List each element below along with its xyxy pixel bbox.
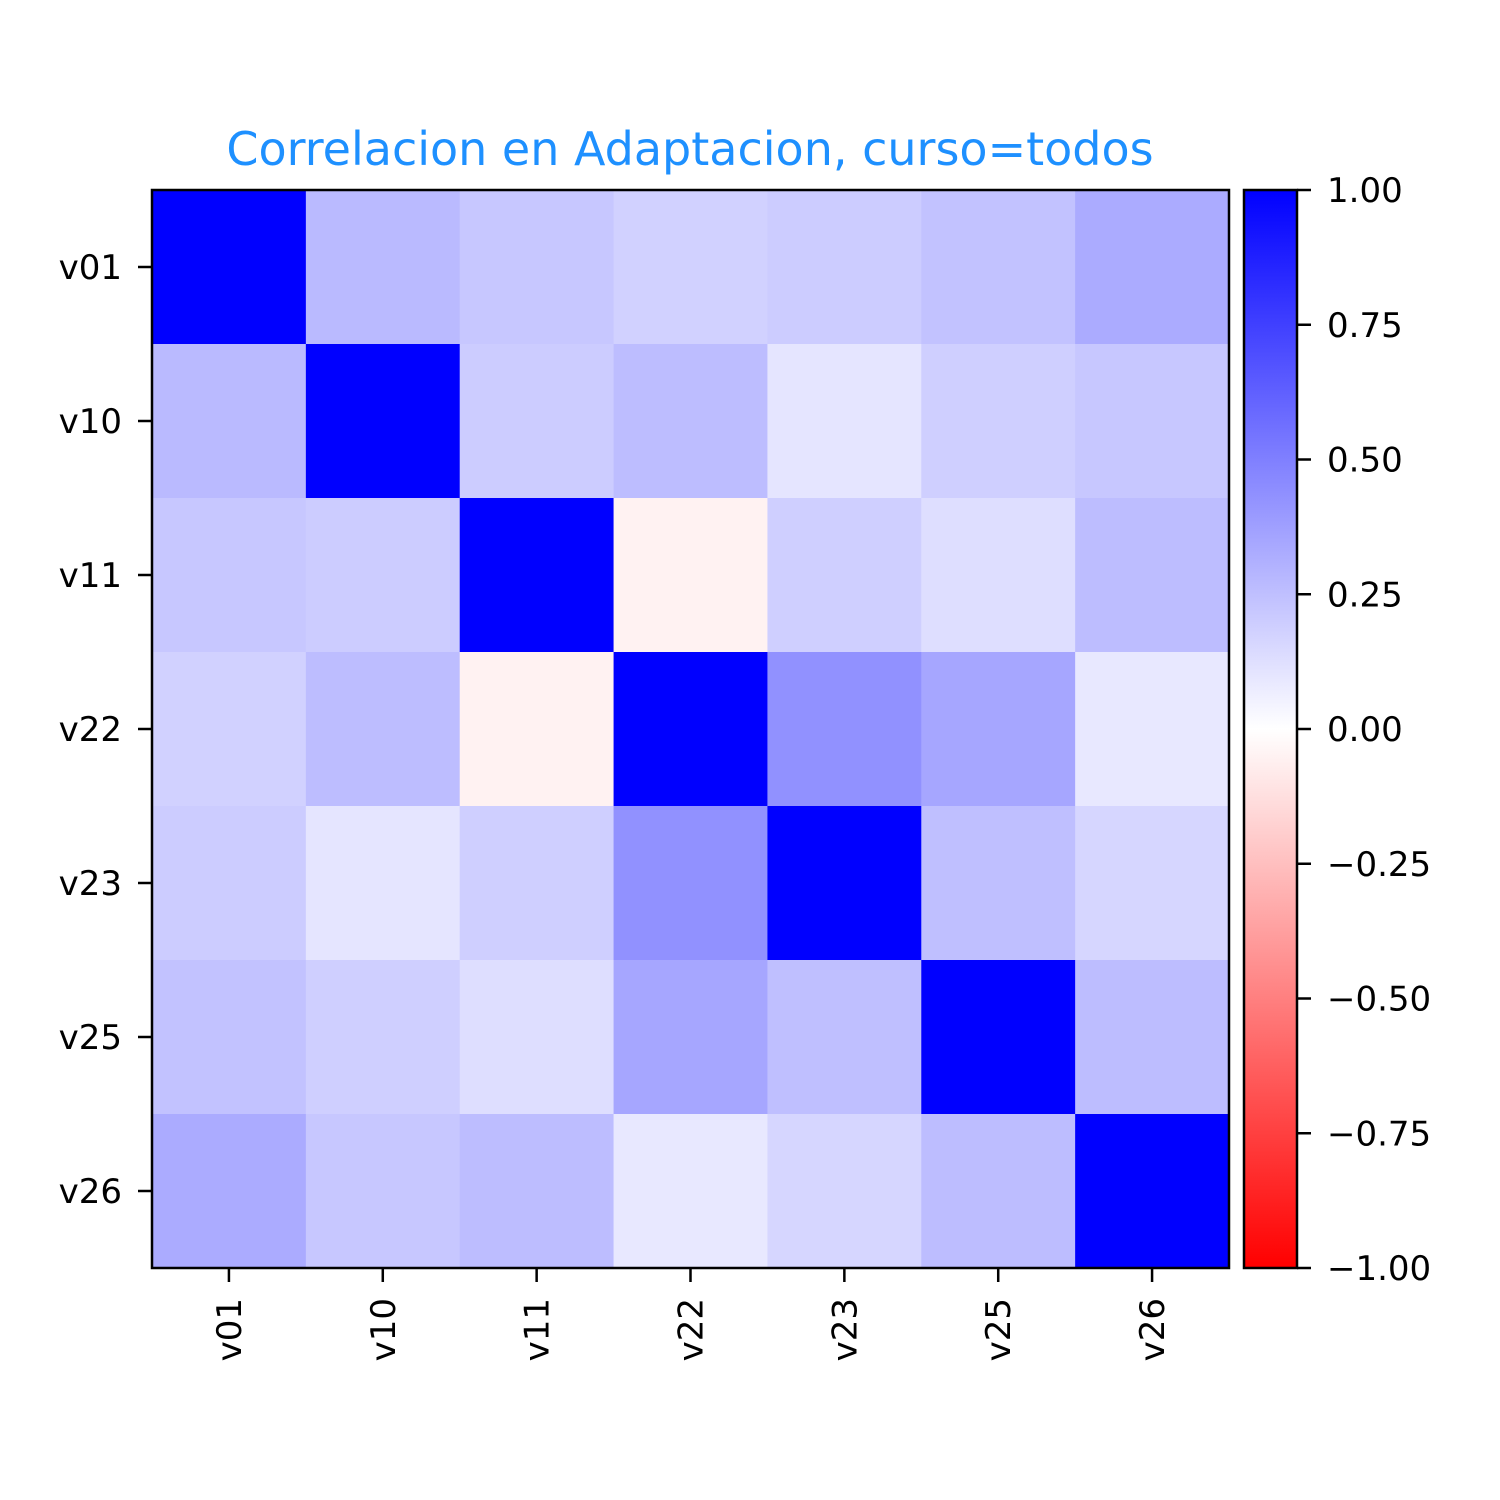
colorbar-tick-label: 0.75 [1327,306,1403,346]
heatmap-cell [152,960,307,1115]
y-axis: v01 v10 v11 v22 v23 v25 v26 [59,248,152,1212]
heatmap-cell [459,960,615,1115]
y-tick-label: v10 [59,402,122,442]
heatmap-cell [1075,498,1230,653]
heatmap-cell [767,190,922,345]
colorbar-axis: 1.00 0.75 0.50 0.25 0.00 −0.25 −0.50 −0.75 −1.00 [1297,171,1431,1289]
heatmap-cell [1075,652,1230,807]
x-tick-label: v11 [518,1298,558,1361]
heatmap-cell [613,344,769,499]
heatmap-cell [305,960,461,1115]
heatmap-cell [305,498,461,653]
heatmap-cell [152,806,307,961]
heatmap-cell [921,652,1076,807]
heatmap-cell [459,190,615,345]
heatmap-cell [921,498,1076,653]
heatmap-cell [152,652,307,807]
heatmap-cell [921,960,1076,1115]
heatmap-cell [459,806,615,961]
colorbar-tick-label: 0.25 [1327,575,1403,615]
heatmap-cell [1075,960,1230,1115]
heatmap-cells [152,190,1230,1269]
heatmap-cell [152,190,307,345]
heatmap-cell [767,498,922,653]
heatmap-cell [305,652,461,807]
heatmap-cell [921,190,1076,345]
colorbar-tick-label: −0.25 [1327,845,1431,885]
y-tick-label: v11 [59,556,122,596]
x-tick-label: v26 [1133,1298,1173,1361]
x-tick-label: v25 [979,1298,1019,1361]
heatmap-cell [459,344,615,499]
colorbar-tick-label: 1.00 [1327,171,1403,211]
heatmap-cell [767,960,922,1115]
x-tick-label: v01 [210,1298,250,1361]
heatmap-cell [613,190,769,345]
heatmap-cell [459,652,615,807]
x-tick-label: v22 [672,1298,712,1361]
heatmap-cell [305,190,461,345]
heatmap-cell [152,498,307,653]
heatmap-cell [152,344,307,499]
heatmap-cell [459,498,615,653]
x-axis: v01 v10 v11 v22 v23 v25 v26 [210,1268,1173,1361]
heatmap-cell [459,1114,615,1269]
y-tick-label: v01 [59,248,122,288]
heatmap-cell [305,1114,461,1269]
heatmap-cell [613,498,769,653]
heatmap-cell [767,652,922,807]
heatmap-cell [613,1114,769,1269]
heatmap-cell [613,960,769,1115]
y-tick-label: v25 [59,1018,122,1058]
heatmap-cell [152,1114,307,1269]
x-tick-label: v23 [825,1298,865,1361]
x-tick-label: v10 [364,1298,404,1361]
heatmap-cell [767,344,922,499]
heatmap-cell [1075,806,1230,961]
y-tick-label: v22 [59,710,122,750]
colorbar-tick-label: 0.00 [1327,710,1403,750]
heatmap-cell [921,806,1076,961]
heatmap-cell [305,344,461,499]
colorbar-tick-label: −1.00 [1327,1249,1431,1289]
y-tick-label: v23 [59,864,122,904]
heatmap-cell [1075,344,1230,499]
chart-title: Correlacion en Adaptacion, curso=todos [226,122,1153,176]
heatmap-cell [613,806,769,961]
colorbar [1244,190,1297,1268]
heatmap-cell [613,652,769,807]
colorbar-tick-label: −0.50 [1327,980,1431,1020]
heatmap-cell [767,1114,922,1269]
heatmap-cell [921,1114,1076,1269]
heatmap-cell [1075,190,1230,345]
heatmap-cell [767,806,922,961]
colorbar-tick-label: 0.50 [1327,441,1403,481]
heatmap-cell [305,806,461,961]
heatmap-cell [921,344,1076,499]
colorbar-tick-label: −0.75 [1327,1114,1431,1154]
y-tick-label: v26 [59,1172,122,1212]
heatmap-cell [1075,1114,1230,1269]
